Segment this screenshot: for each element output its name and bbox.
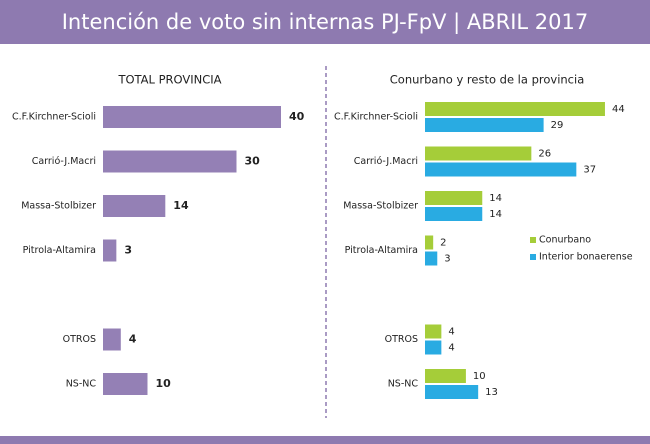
value-label: 2 xyxy=(440,238,446,249)
value-label: 14 xyxy=(489,209,502,220)
category-label: NS-NC xyxy=(66,379,97,390)
value-label: 10 xyxy=(473,371,486,382)
value-label: 37 xyxy=(583,165,596,176)
bar xyxy=(103,195,166,217)
page-title: Intención de voto sin internas PJ-FpV | … xyxy=(62,10,589,35)
bar xyxy=(425,369,466,383)
value-label: 40 xyxy=(289,110,305,123)
chart-subtitle: Conurbano y resto de la provincia xyxy=(390,73,585,87)
value-label: 14 xyxy=(173,199,189,212)
legend-label: Conurbano xyxy=(539,235,591,246)
value-label: 3 xyxy=(124,244,132,257)
bar xyxy=(425,251,438,266)
value-label: 10 xyxy=(156,377,172,390)
value-label: 4 xyxy=(448,327,454,338)
bar xyxy=(425,191,483,205)
category-label: C.F.Kirchner-Scioli xyxy=(12,112,96,123)
legend-label: Interior bonaerense xyxy=(539,252,633,263)
bar xyxy=(425,235,434,250)
category-label: Pitrola-Altamira xyxy=(345,245,418,256)
footer-band xyxy=(0,436,650,444)
bar xyxy=(425,340,442,355)
chart-subtitle: TOTAL PROVINCIA xyxy=(117,73,221,87)
value-label: 44 xyxy=(612,104,625,115)
category-label: Massa-Stolbizer xyxy=(343,201,418,212)
value-label: 30 xyxy=(245,155,261,168)
bar xyxy=(103,328,121,351)
value-label: 3 xyxy=(444,254,450,265)
bar xyxy=(425,162,577,177)
value-label: 26 xyxy=(538,149,551,160)
category-label: NS-NC xyxy=(388,379,419,390)
category-label: Carrió-J.Macri xyxy=(32,156,96,167)
category-label: Massa-Stolbizer xyxy=(21,201,96,212)
legend-swatch xyxy=(530,237,536,243)
value-label: 29 xyxy=(551,120,564,131)
category-label: OTROS xyxy=(385,334,418,345)
value-label: 14 xyxy=(489,193,502,204)
category-label: Carrió-J.Macri xyxy=(354,156,418,167)
category-label: C.F.Kirchner-Scioli xyxy=(334,112,418,123)
bar xyxy=(103,106,281,128)
category-label: OTROS xyxy=(63,334,96,345)
bar xyxy=(103,239,117,262)
bar xyxy=(103,150,237,173)
bar xyxy=(425,146,532,161)
bar xyxy=(103,373,148,395)
value-label: 13 xyxy=(485,387,498,398)
value-label: 4 xyxy=(129,333,137,346)
legend-swatch xyxy=(530,254,536,260)
bar xyxy=(425,118,544,132)
category-label: Pitrola-Altamira xyxy=(23,245,96,256)
bar xyxy=(425,385,479,399)
bar xyxy=(425,324,442,339)
header-band xyxy=(0,0,650,44)
bar xyxy=(425,207,483,221)
bar xyxy=(425,102,605,116)
value-label: 4 xyxy=(448,343,454,354)
